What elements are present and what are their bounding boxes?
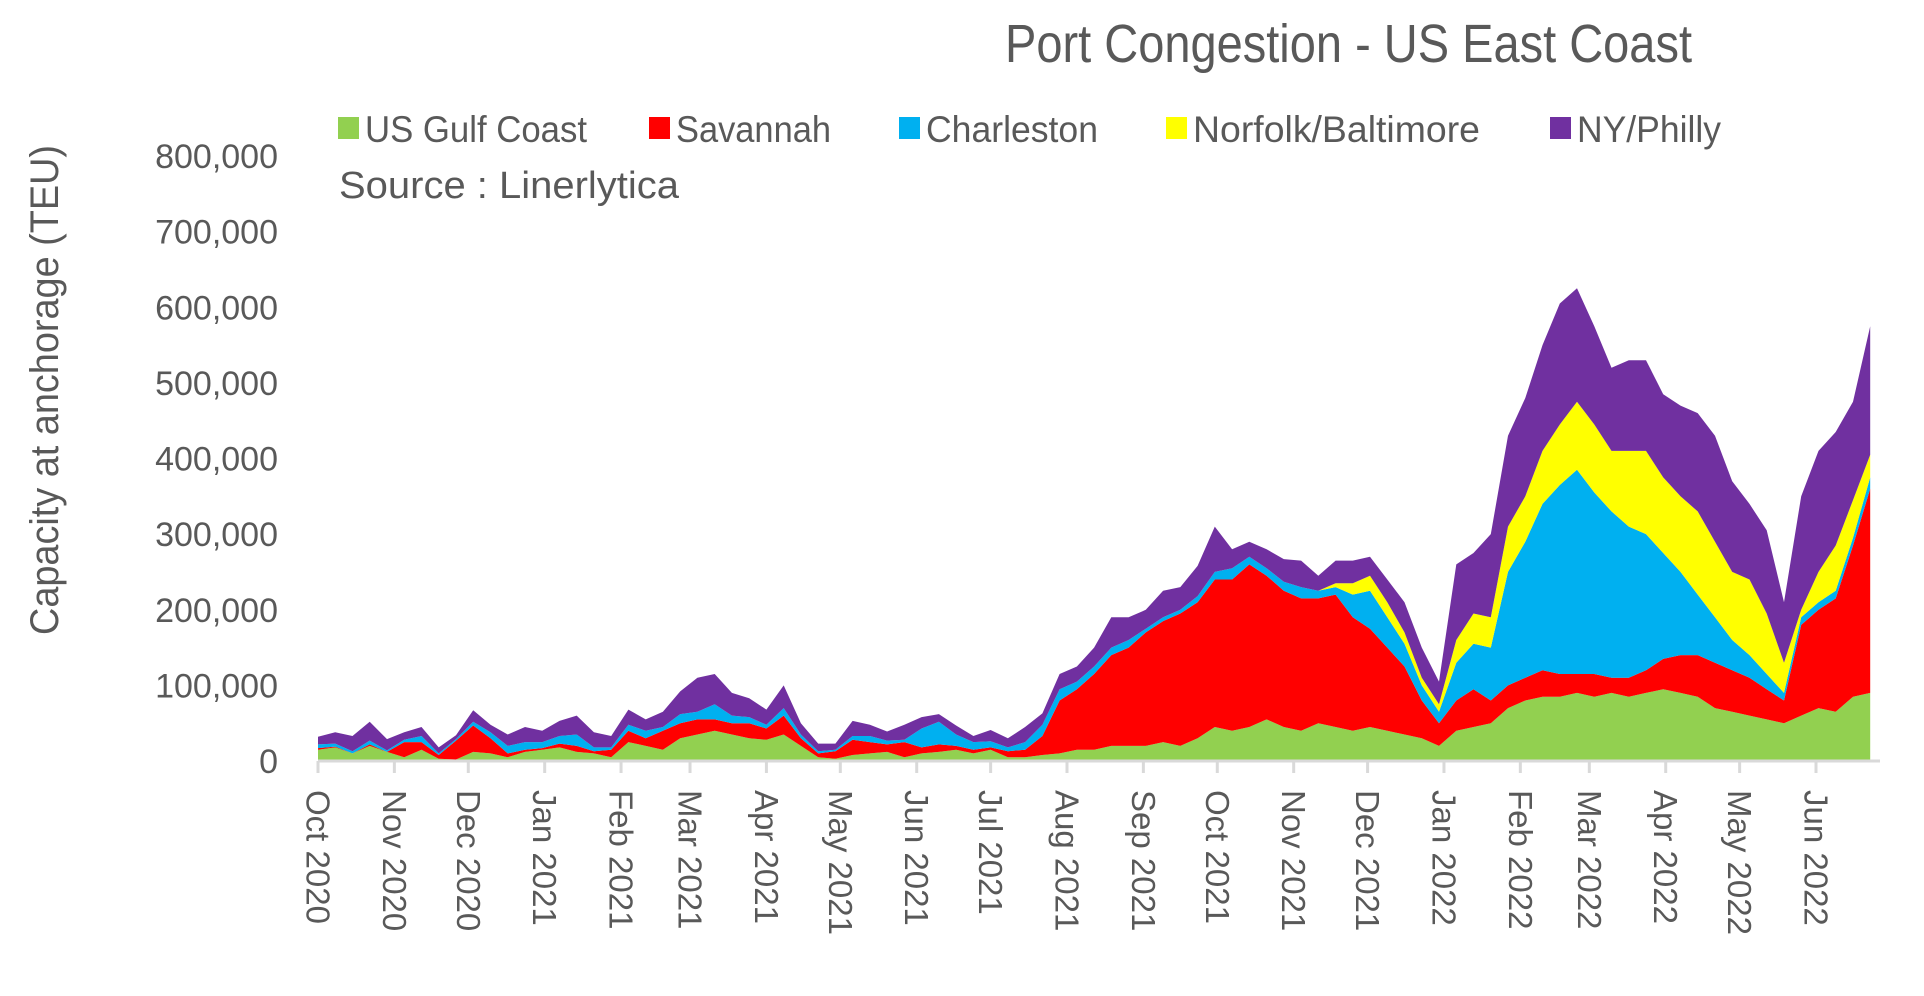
legend-item: NY/Philly bbox=[1550, 109, 1721, 150]
legend-swatch bbox=[1550, 117, 1571, 139]
x-tick-label: Jul 2021 bbox=[972, 790, 1009, 915]
legend: US Gulf Coast Savannah Charleston Norfolk/B… bbox=[338, 109, 1721, 150]
legend-label: Charleston bbox=[926, 109, 1098, 150]
legend-item: Norfolk/Baltimore bbox=[1166, 109, 1480, 150]
x-tick-label: May 2022 bbox=[1721, 790, 1758, 935]
x-tick-label: May 2021 bbox=[822, 790, 859, 935]
legend-label: Norfolk/Baltimore bbox=[1193, 109, 1480, 150]
x-tick-label: Nov 2021 bbox=[1275, 790, 1312, 931]
x-tick-label: Sep 2021 bbox=[1125, 790, 1162, 931]
x-tick-label: Oct 2020 bbox=[300, 790, 337, 924]
y-tick-label: 700,000 bbox=[155, 214, 278, 252]
legend-label: NY/Philly bbox=[1577, 109, 1721, 150]
legend-item: Savannah bbox=[649, 109, 831, 150]
y-axis-tick-labels: 0 100,000 200,000 300,000 400,000 500,000 600,… bbox=[155, 138, 278, 781]
x-tick-label: Feb 2021 bbox=[603, 790, 640, 929]
x-tick-label: Feb 2022 bbox=[1502, 790, 1539, 929]
y-tick-label: 300,000 bbox=[155, 516, 278, 554]
x-tick-label: Jan 2022 bbox=[1426, 790, 1463, 926]
x-tick-label: Apr 2021 bbox=[748, 790, 785, 924]
area-series-savannah bbox=[318, 488, 1871, 760]
source-note: Source : Linerlytica bbox=[339, 165, 680, 207]
legend-swatch bbox=[649, 117, 670, 139]
x-axis-ticks: Oct 2020 Nov 2020 Dec 2020 Jan 2021 Feb 2021… bbox=[300, 761, 1835, 935]
chart-title: Port Congestion - US East Coast bbox=[1005, 14, 1692, 74]
x-tick-label: Aug 2021 bbox=[1049, 790, 1086, 931]
x-tick-label: Nov 2020 bbox=[376, 790, 413, 931]
x-tick-label: Jun 2022 bbox=[1798, 790, 1835, 926]
y-tick-label: 500,000 bbox=[155, 365, 278, 403]
x-tick-label: Jan 2021 bbox=[526, 790, 563, 926]
legend-label: US Gulf Coast bbox=[365, 109, 588, 150]
y-tick-label: 200,000 bbox=[155, 592, 278, 630]
legend-label: Savannah bbox=[676, 109, 831, 150]
plot-area bbox=[318, 288, 1871, 761]
y-tick-label: 400,000 bbox=[155, 441, 278, 479]
legend-swatch bbox=[899, 117, 920, 139]
legend-item: Charleston bbox=[899, 109, 1098, 150]
area-series-us-gulf-coast bbox=[318, 689, 1871, 761]
area-series-ny-philly bbox=[318, 288, 1871, 754]
legend-swatch bbox=[1166, 117, 1187, 139]
x-tick-label: Dec 2020 bbox=[450, 790, 487, 931]
x-tick-label: Dec 2021 bbox=[1349, 790, 1386, 931]
legend-swatch bbox=[338, 117, 359, 139]
y-axis-title: Capacity at anchorage (TEU) bbox=[23, 145, 67, 635]
y-tick-label: 0 bbox=[259, 743, 278, 781]
y-tick-label: 600,000 bbox=[155, 289, 278, 327]
x-tick-label: Apr 2022 bbox=[1647, 790, 1684, 924]
area-series-charleston bbox=[318, 469, 1871, 755]
y-tick-label: 100,000 bbox=[155, 667, 278, 705]
legend-item: US Gulf Coast bbox=[338, 109, 588, 150]
x-tick-label: Jun 2021 bbox=[898, 790, 935, 926]
x-tick-label: Oct 2021 bbox=[1199, 790, 1236, 924]
x-tick-label: Mar 2021 bbox=[672, 790, 709, 929]
x-tick-label: Mar 2022 bbox=[1571, 790, 1608, 929]
y-tick-label: 800,000 bbox=[155, 138, 278, 176]
